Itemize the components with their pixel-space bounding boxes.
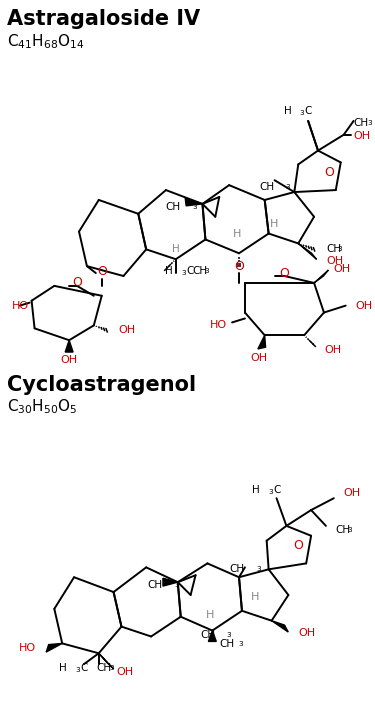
Text: $_3$C: $_3$C [299, 104, 313, 118]
Text: O: O [97, 265, 106, 278]
Polygon shape [209, 631, 216, 642]
Text: O: O [234, 260, 244, 273]
Text: H: H [59, 663, 67, 673]
Text: $_3$: $_3$ [346, 525, 353, 535]
Text: $_3$: $_3$ [204, 266, 211, 276]
Text: OH: OH [356, 300, 373, 310]
Text: $_3$: $_3$ [337, 244, 343, 254]
Text: H: H [251, 592, 259, 602]
Text: CH: CH [148, 580, 163, 590]
Text: $_3$: $_3$ [226, 629, 232, 639]
Text: OH: OH [354, 131, 371, 141]
Text: H: H [284, 106, 291, 116]
Text: HO: HO [18, 644, 36, 654]
Text: $_3$: $_3$ [238, 639, 244, 649]
Text: H: H [172, 244, 180, 254]
Text: $_3$: $_3$ [256, 565, 262, 575]
Polygon shape [46, 644, 62, 652]
Text: $_3$: $_3$ [174, 580, 180, 590]
Text: CH: CH [97, 663, 112, 673]
Text: OH: OH [298, 627, 315, 637]
Text: CH: CH [336, 525, 351, 535]
Text: Astragaloside IV: Astragaloside IV [7, 9, 200, 29]
Text: $_3$: $_3$ [109, 663, 115, 673]
Text: H: H [252, 486, 260, 496]
Polygon shape [272, 621, 288, 632]
Text: OH: OH [326, 256, 343, 266]
Text: CH: CH [166, 202, 181, 212]
Text: O: O [72, 276, 82, 289]
Text: O: O [324, 166, 334, 179]
Text: OH: OH [250, 353, 267, 363]
Text: OH: OH [324, 345, 341, 355]
Text: $_3$C: $_3$C [181, 264, 195, 278]
Polygon shape [65, 340, 73, 352]
Text: CH: CH [193, 266, 208, 276]
Text: OH: OH [334, 264, 351, 274]
Polygon shape [258, 335, 266, 349]
Text: OH: OH [117, 667, 134, 677]
Text: $_3$C: $_3$C [268, 483, 281, 497]
Text: HO: HO [12, 300, 29, 310]
Text: CH: CH [220, 639, 235, 649]
Text: $_3$: $_3$ [368, 118, 374, 128]
Text: C$_{41}$H$_{68}$O$_{14}$: C$_{41}$H$_{68}$O$_{14}$ [7, 32, 84, 51]
Text: $_3$C: $_3$C [75, 661, 89, 675]
Polygon shape [163, 578, 178, 586]
Text: $_3$: $_3$ [285, 182, 292, 192]
Text: CH: CH [326, 244, 341, 254]
Polygon shape [185, 198, 202, 206]
Text: CH: CH [260, 182, 274, 192]
Text: H: H [206, 609, 214, 619]
Polygon shape [314, 270, 328, 283]
Text: H: H [165, 266, 173, 276]
Text: CH: CH [200, 629, 215, 639]
Text: CH: CH [354, 118, 369, 128]
Polygon shape [298, 244, 316, 259]
Text: OH: OH [61, 355, 78, 365]
Text: CH: CH [230, 565, 245, 575]
Text: Cycloastragenol: Cycloastragenol [7, 375, 196, 394]
Polygon shape [99, 654, 114, 669]
Text: $_3$: $_3$ [192, 202, 198, 212]
Text: O: O [279, 266, 290, 280]
Text: O: O [293, 539, 303, 552]
Text: OH: OH [118, 325, 136, 335]
Text: H: H [270, 219, 279, 229]
Text: H: H [233, 229, 241, 239]
Text: HO: HO [210, 320, 227, 330]
Text: C$_{30}$H$_{50}$O$_{5}$: C$_{30}$H$_{50}$O$_{5}$ [7, 397, 77, 417]
Text: OH: OH [344, 488, 361, 498]
